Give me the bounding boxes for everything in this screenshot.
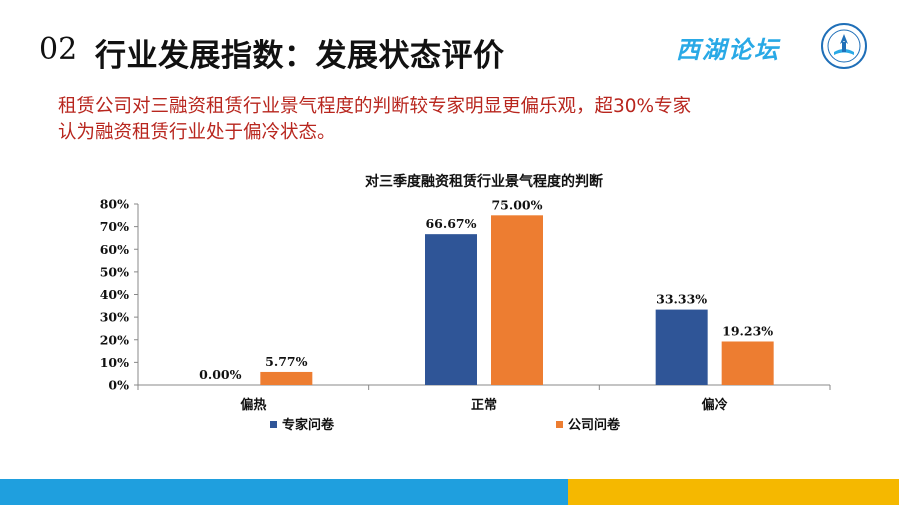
bar-0-2 [655, 309, 708, 385]
y-tick-label: 30% [100, 310, 129, 325]
y-tick-label: 20% [100, 332, 129, 347]
legend-swatch-0 [270, 421, 277, 428]
data-label: 5.77% [265, 354, 307, 369]
chart-title: 对三季度融资租赁行业景气程度的判断 [365, 173, 603, 190]
legend-label: 专家问卷 [282, 417, 335, 433]
y-tick-label: 50% [100, 264, 129, 279]
bar-1-0 [260, 371, 313, 385]
summary-line-2: 认为融资租赁行业处于偏冷状态。 [58, 122, 336, 143]
data-label: 33.33% [656, 292, 707, 307]
forum-seal-icon [821, 23, 867, 69]
legend-label: 公司问卷 [568, 417, 621, 433]
data-label: 0.00% [199, 367, 241, 382]
x-tick-label: 偏热 [240, 397, 266, 413]
bar-1-2 [721, 341, 774, 385]
summary-line-1: 租赁公司对三融资租赁行业景气程度的判断较专家明显更偏乐观，超30%专家 [58, 96, 692, 117]
summary-text: 租赁公司对三融资租赁行业景气程度的判断较专家明显更偏乐观，超30%专家 认为融资… [58, 94, 848, 146]
x-tick-label: 偏冷 [702, 397, 728, 413]
bar-chart: 对三季度融资租赁行业景气程度的判断 0% 10% 20% 30% 40% 50% 60% 70%… [100, 173, 831, 433]
y-tick-label: 10% [100, 355, 129, 370]
data-label: 19.23% [722, 323, 773, 338]
data-label: 75.00% [491, 197, 542, 212]
footer-band-yellow [568, 479, 899, 505]
section-number: 02 [39, 32, 78, 67]
page-title: 行业发展指数：发展状态评价 [95, 38, 505, 74]
data-label: 66.67% [425, 216, 476, 231]
y-tick-label: 80% [100, 197, 129, 212]
y-tick-label: 0% [108, 378, 129, 393]
y-tick-label: 70% [100, 219, 129, 234]
legend-swatch-1 [556, 421, 563, 428]
brand-logo-text: 西湖论坛 [676, 35, 780, 64]
x-tick-label: 正常 [471, 397, 497, 413]
footer-band-blue [0, 479, 568, 505]
y-tick-label: 40% [100, 287, 129, 302]
bar-1-1 [491, 215, 543, 385]
bar-0-1 [425, 234, 477, 385]
y-tick-label: 60% [100, 242, 129, 257]
